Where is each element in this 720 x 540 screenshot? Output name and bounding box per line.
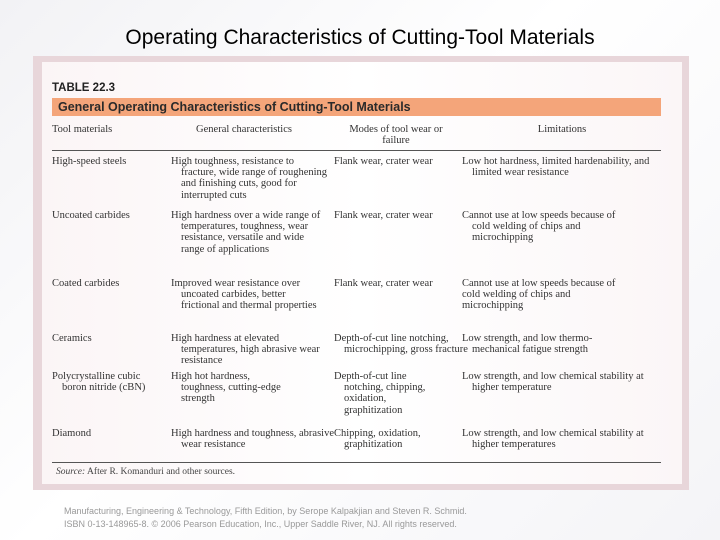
source-text: After R. Komanduri and other sources. xyxy=(85,467,236,477)
row-4-material: Ceramics xyxy=(52,333,92,344)
table-number: TABLE 22.3 xyxy=(52,82,116,94)
row-5-limitations: Low strength, and low chemical stability… xyxy=(462,371,644,394)
slide-footer: Manufacturing, Engineering & Technology,… xyxy=(64,505,467,531)
row-4-limitations: Low strength, and low thermo-mechanical … xyxy=(462,333,593,356)
header-limitations: Limitations xyxy=(537,124,587,135)
row-3-limitations: Cannot use at low speeds because of cold… xyxy=(462,278,616,312)
row-2-limitations: Cannot use at low speeds because of cold… xyxy=(462,210,616,244)
row-6-characteristics: High hardness and toughness, abrasive we… xyxy=(171,428,335,451)
slide-title: Operating Characteristics of Cutting-Too… xyxy=(125,26,595,49)
header-modes-of-wear: Modes of tool wear or failure xyxy=(349,124,443,147)
table-figure: TABLE 22.3 General Operating Characteris… xyxy=(42,62,682,484)
row-4-characteristics: High hardness at elevated temperatures, … xyxy=(171,333,320,367)
row-2-wear: Flank wear, crater wear xyxy=(334,210,433,221)
row-5-characteristics: High hot hardness, toughness, cutting-ed… xyxy=(171,371,281,405)
header-rule xyxy=(52,150,661,151)
row-6-material: Diamond xyxy=(52,428,92,439)
bottom-rule xyxy=(52,462,661,463)
row-2-material: Uncoated carbides xyxy=(52,210,130,221)
table-source-note: Source: After R. Komanduri and other sou… xyxy=(56,467,235,477)
footer-line-1: Manufacturing, Engineering & Technology,… xyxy=(64,506,467,516)
row-5-material: Polycrystalline cubic boron nitride (cBN… xyxy=(52,371,146,394)
row-6-wear: Chipping, oxidation, graphitization xyxy=(334,428,421,451)
row-1-limitations: Low hot hardness, limited hardenability,… xyxy=(462,156,650,179)
header-general-characteristics: General characteristics xyxy=(196,124,292,135)
row-2-characteristics: High hardness over a wide range of tempe… xyxy=(171,210,321,255)
row-1-material: High-speed steels xyxy=(52,156,127,167)
row-1-wear: Flank wear, crater wear xyxy=(334,156,433,167)
table-figure-frame: TABLE 22.3 General Operating Characteris… xyxy=(33,56,689,490)
row-3-material: Coated carbides xyxy=(52,278,120,289)
row-3-characteristics: Improved wear resistance over uncoated c… xyxy=(171,278,317,312)
header-tool-materials: Tool materials xyxy=(52,124,113,135)
row-3-wear: Flank wear, crater wear xyxy=(334,278,433,289)
row-5-wear: Depth-of-cut line notching, chipping, ox… xyxy=(334,371,426,416)
row-6-limitations: Low strength, and low chemical stability… xyxy=(462,428,644,451)
table-caption: General Operating Characteristics of Cut… xyxy=(52,98,661,116)
footer-line-2: ISBN 0-13-148965-8. © 2006 Pearson Educa… xyxy=(64,519,457,529)
row-4-wear: Depth-of-cut line notching, microchippin… xyxy=(334,333,468,356)
source-label: Source: xyxy=(56,467,86,477)
row-1-characteristics: High toughness, resistance to fracture, … xyxy=(171,156,328,201)
